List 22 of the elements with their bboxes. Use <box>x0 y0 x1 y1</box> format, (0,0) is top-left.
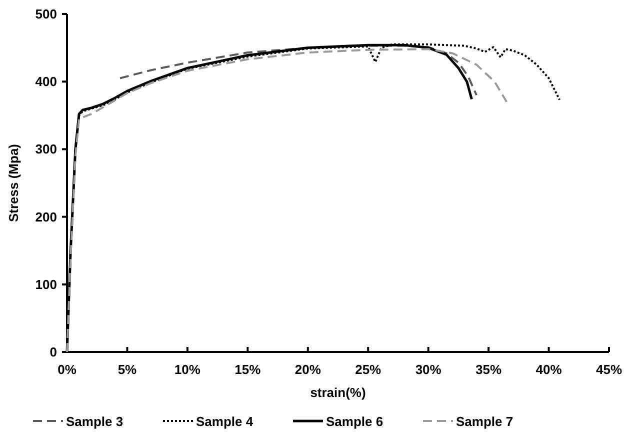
y-tick-label: 100 <box>35 276 57 292</box>
legend-label: Sample 3 <box>66 414 124 429</box>
x-tick-label: 40% <box>536 362 562 377</box>
x-tick-label: 0% <box>58 362 77 377</box>
y-tick-label: 500 <box>35 6 57 22</box>
x-axis-title: strain(%) <box>310 385 366 400</box>
legend-label: Sample 7 <box>456 414 514 429</box>
y-tick-label: 0 <box>50 344 57 360</box>
legend-label: Sample 6 <box>326 414 384 429</box>
y-tick-label: 300 <box>35 142 57 157</box>
x-tick-label: 20% <box>294 362 322 377</box>
x-tick-label: 15% <box>234 362 262 377</box>
y-tick-label: 400 <box>35 74 57 90</box>
legend-label: Sample 4 <box>196 414 254 429</box>
x-tick-label: 45% <box>596 362 622 377</box>
y-axis-title: Stress (Mpa) <box>6 144 21 222</box>
y-tick-label: 200 <box>35 209 57 224</box>
x-tick-label: 30% <box>415 362 442 377</box>
x-tick-label: 5% <box>118 362 138 377</box>
x-tick-label: 10% <box>174 362 201 377</box>
x-tick-label: 25% <box>355 362 382 377</box>
x-tick-label: 35% <box>476 362 502 377</box>
